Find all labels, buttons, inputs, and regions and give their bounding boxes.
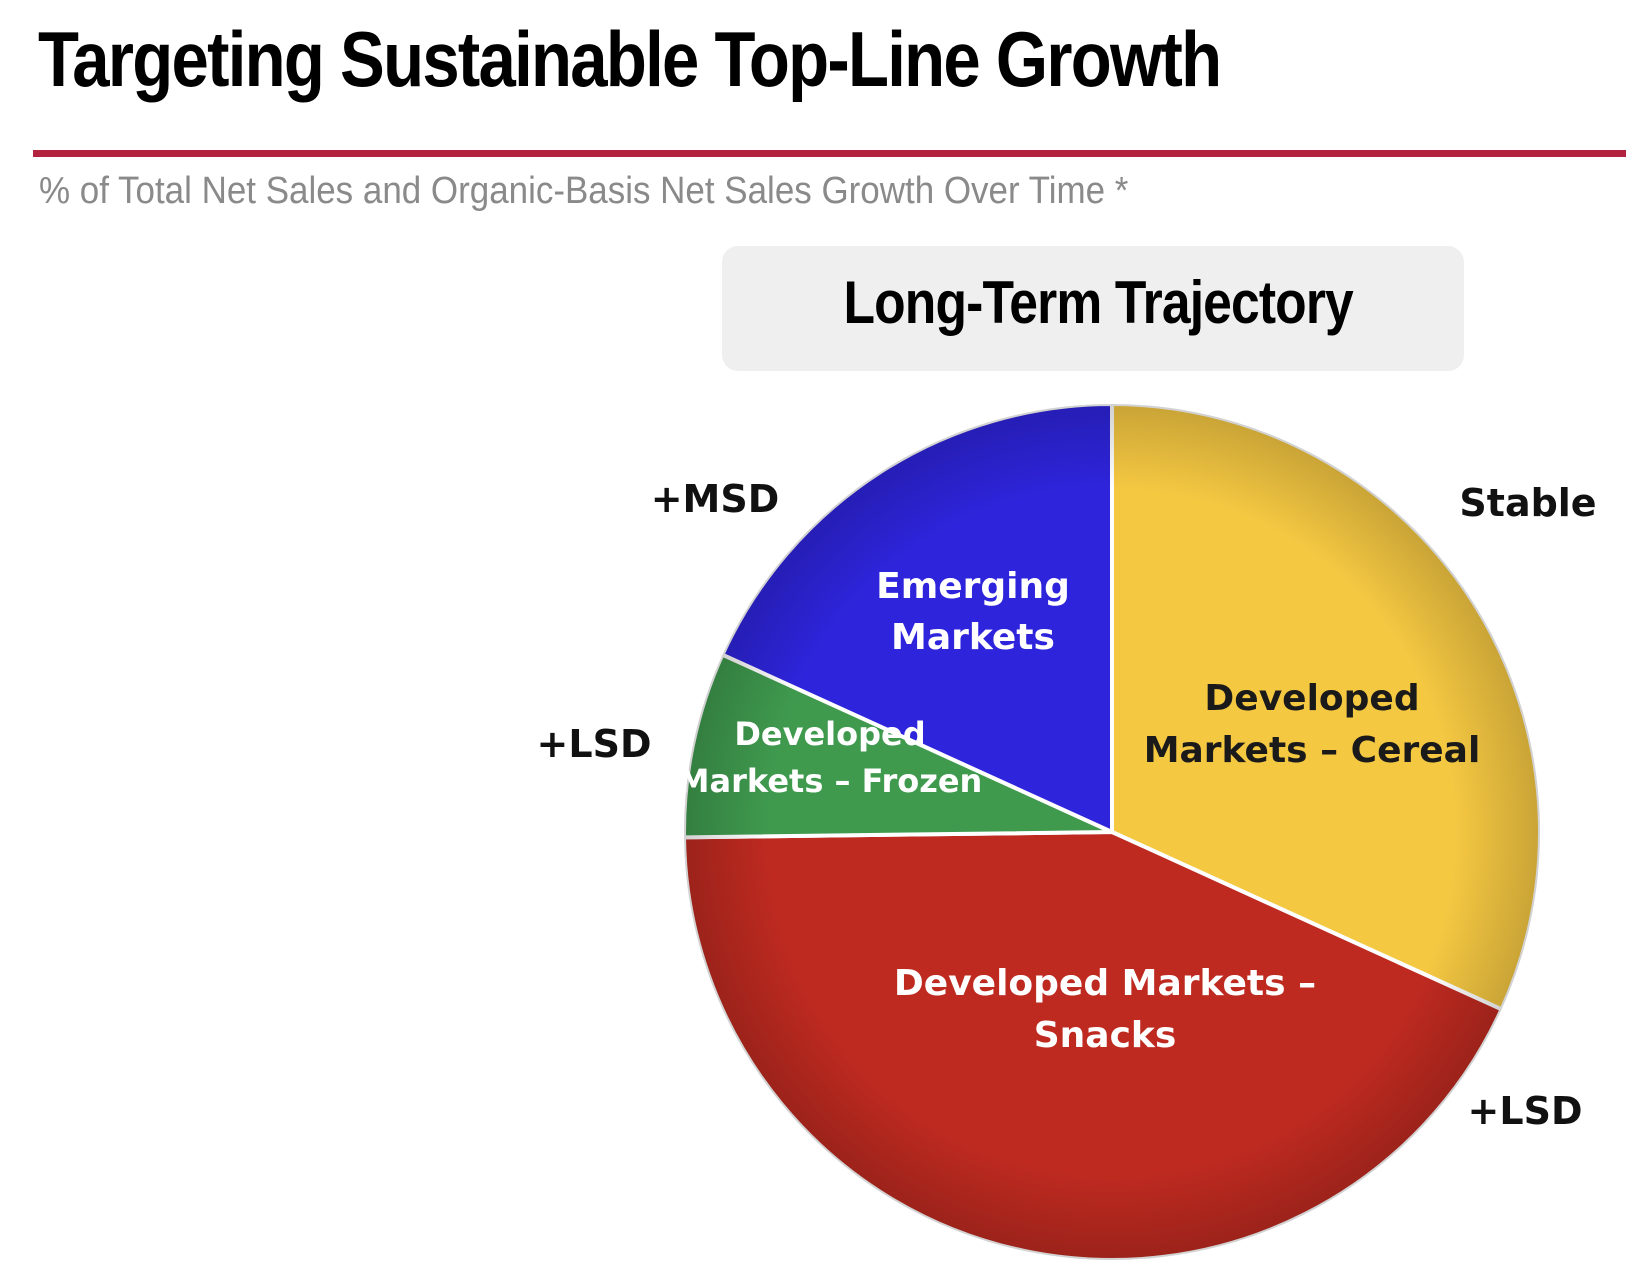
growth-label-1: +LSD — [1468, 1089, 1583, 1133]
page-subtitle: % of Total Net Sales and Organic-Basis N… — [39, 170, 1129, 212]
growth-label-0: Stable — [1459, 481, 1596, 525]
page-title: Targeting Sustainable Top-Line Growth — [38, 15, 1222, 103]
pie-slice-label-0: Developed Markets – Cereal — [1144, 678, 1481, 771]
growth-label-2: +LSD — [537, 722, 652, 766]
pie-slice-label-2: Developed Markets – Frozen — [678, 715, 983, 800]
title-divider — [33, 150, 1626, 157]
pie-slice-label-1: Developed Markets – Snacks — [894, 963, 1316, 1056]
chart-title: Long-Term Trajectory — [843, 269, 1353, 336]
chart-title-box: Long-Term Trajectory — [722, 246, 1464, 371]
pie-slice-labels: Developed Markets – Cereal Developed Marke… — [678, 566, 1481, 1056]
pie-slices — [682, 401, 1542, 1262]
pie-slice-label-3: Emerging Markets — [876, 566, 1070, 658]
growth-label-3: +MSD — [651, 477, 780, 521]
growth-labels: Stable +LSD +LSD +MSD — [537, 477, 1597, 1133]
